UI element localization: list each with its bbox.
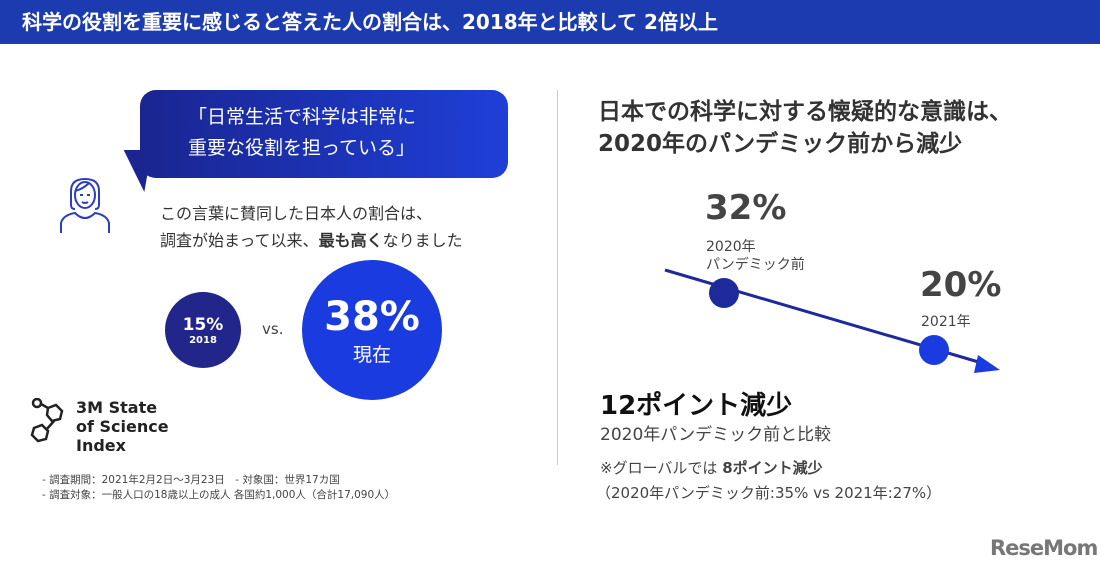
decrease-headline: 12ポイント減少 [600, 391, 793, 421]
decrease-sub: 2020年パンデミック前と比較 [600, 425, 832, 445]
global-emphasis: 8ポイント減少 [722, 459, 823, 477]
brand-logo-text: 3M State of Science Index [76, 398, 169, 455]
desc-text: なりました [382, 231, 463, 250]
global-detail: （2020年パンデミック前:35% vs 2021年:27%） [596, 484, 942, 502]
point-2020 [709, 278, 739, 308]
divider [557, 90, 558, 465]
quote-bubble: 「日常生活で科学は非常に 重要な役割を担っている」 [140, 90, 508, 178]
arrow-head-icon [974, 355, 1000, 373]
desc-text: 調査が始まって以来、 [160, 231, 319, 250]
stat-label: 現在 [352, 343, 391, 366]
stat-value: 15% [182, 314, 224, 335]
trend-arrow [664, 268, 1000, 373]
label-line: 2020年 [706, 239, 756, 255]
logo-line: of Science [76, 417, 169, 436]
label-2021: 2021年 [921, 314, 971, 330]
logo-line: 3M State [76, 398, 158, 417]
survey-note: - 調査期間：2021年2月2日～3月23日 - 対象国：世界17カ国 [42, 474, 340, 486]
header-title: 科学の役割を重要に感じると答えた人の割合は、2018年と比較して 2倍以上 [0, 0, 1100, 44]
right-title-line: 2020年のパンデミック前から減少 [598, 131, 963, 157]
stat-2018-circle: 15% 2018 [165, 292, 241, 368]
description-line: 調査が始まって以来、最も高くなりました [160, 227, 463, 251]
logo-line: Index [76, 436, 126, 455]
stat-label: 2018 [189, 334, 217, 346]
global-note: ※グローバルでは 8ポイント減少 [600, 457, 823, 478]
quote-line: 重要な役割を担っている」 [188, 137, 416, 159]
vs-label: vs. [262, 320, 284, 338]
value-2020: 32% [705, 188, 787, 228]
label-2020: 2020年パンデミック前 [706, 238, 805, 274]
description-line: この言葉に賛同した日本人の割合は、 [160, 204, 433, 223]
label-line: パンデミック前 [706, 257, 805, 273]
quote-line: 「日常生活で科学は非常に [188, 106, 417, 128]
person-icon [60, 177, 110, 233]
stat-value: 38% [324, 293, 420, 340]
value-2021: 20% [920, 265, 1002, 305]
resemom-logo: ReseMom [990, 536, 1098, 560]
molecule-logo-icon [30, 398, 64, 443]
desc-emphasis: 最も高く [318, 231, 383, 250]
right-title-line: 日本での科学に対する懐疑的な意識は、 [598, 99, 1012, 125]
survey-note: - 調査対象：一般人口の18歳以上の成人 各国約1,000人（合計17,090人… [42, 489, 396, 501]
point-2021 [919, 335, 949, 365]
stat-current-circle: 38% 現在 [302, 260, 442, 400]
global-text: ※グローバルでは [600, 459, 723, 477]
